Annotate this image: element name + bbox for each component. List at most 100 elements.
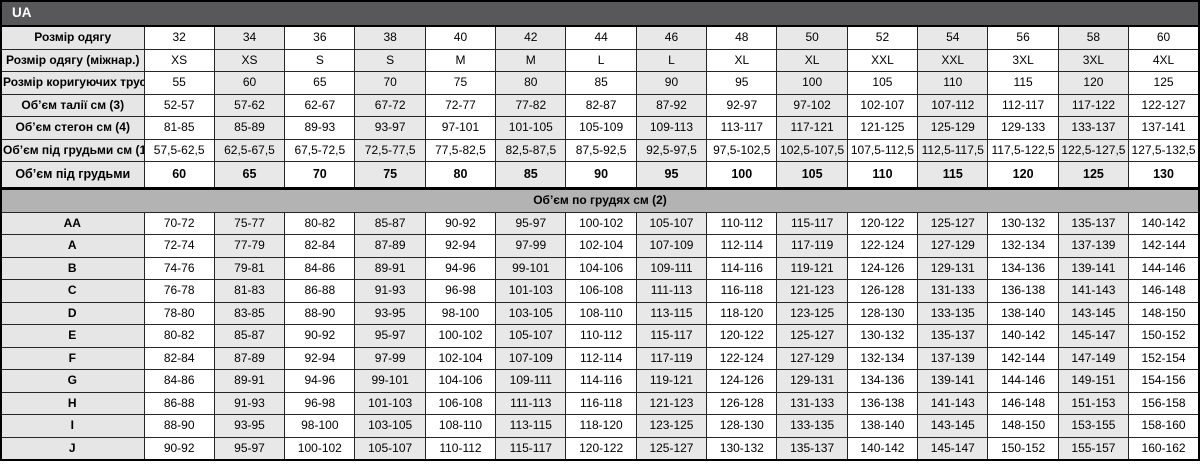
table-cell: 105-107 [495, 324, 567, 348]
table-cell: 100 [776, 71, 848, 95]
table-cell: 82-84 [284, 234, 356, 258]
table-cell: 52-57 [143, 93, 215, 117]
table-cell: 117-119 [776, 234, 848, 258]
table-cell: 100-102 [284, 436, 356, 461]
table-cell: 146-148 [1128, 279, 1200, 303]
table-cell: 151-153 [1057, 391, 1130, 415]
row-label: F [0, 346, 145, 370]
table-cell: 89-91 [354, 256, 426, 280]
table-cell: 113-115 [495, 414, 567, 438]
table-cell: 89-91 [213, 369, 286, 393]
table-cell: 120-122 [706, 324, 778, 348]
size-info-rows: Розмір одягу 32 34 36 38 40 42 44 46 48 50 52 54 56 58… [0, 25, 1200, 190]
table-cell: 75 [354, 161, 426, 190]
table-cell: 95-97 [213, 436, 286, 461]
table-cell: 118-120 [565, 414, 637, 438]
table-cell: 133-135 [917, 301, 989, 325]
table-cell: 105-107 [354, 436, 426, 461]
table-cell: 121-123 [776, 279, 848, 303]
table-cell: 144-146 [1128, 256, 1200, 280]
table-cell: 56 [987, 25, 1059, 50]
table-cell: 152-154 [1128, 346, 1200, 370]
row-label: J [0, 436, 145, 461]
table-cell: 116-118 [565, 391, 637, 415]
table-cell: 74-76 [143, 256, 215, 280]
table-cell: 32 [143, 25, 215, 50]
table-cell: 115-117 [495, 436, 567, 461]
table-cell: 141-143 [1057, 279, 1130, 303]
table-cell: 91-93 [354, 279, 426, 303]
table-cell: 143-145 [917, 414, 989, 438]
table-cell: 124-126 [846, 256, 919, 280]
row-label: E [0, 324, 145, 348]
table-cell: 137-141 [1128, 116, 1200, 140]
table-cell: 87-89 [354, 234, 426, 258]
table-cell: 109-111 [495, 369, 567, 393]
table-row: I 88-90 93-95 98-100 103-105 108-110 113-115 11… [0, 414, 1200, 438]
table-cell: 93-95 [213, 414, 286, 438]
table-cell: 85 [495, 161, 567, 190]
table-cell: 86-88 [284, 279, 356, 303]
table-cell: 113-115 [635, 301, 708, 325]
table-cell: 70 [354, 71, 426, 95]
table-cell: 85-89 [213, 116, 286, 140]
table-cell: 93-97 [354, 116, 426, 140]
table-cell: 110-112 [424, 436, 497, 461]
table-cell: 127-129 [776, 346, 848, 370]
table-cell: 108-110 [424, 414, 497, 438]
table-cell: 57,5-62,5 [143, 138, 215, 162]
table-cell: 133-135 [776, 414, 848, 438]
table-cell: 107,5-112,5 [846, 138, 919, 162]
table-cell: 107-109 [495, 346, 567, 370]
table-cell: 138-140 [846, 414, 919, 438]
table-cell: 119-121 [635, 369, 708, 393]
table-cell: 112-114 [706, 234, 778, 258]
table-cell: 85 [565, 71, 637, 95]
cup-size-rows: AA 70-72 75-77 80-82 85-87 90-92 95-97 100-102 1… [0, 211, 1200, 461]
table-row: AA 70-72 75-77 80-82 85-87 90-92 95-97 100-102 1… [0, 211, 1200, 235]
table-cell: 82-84 [143, 346, 215, 370]
table-cell: 94-96 [424, 256, 497, 280]
row-label: Об’єм талії см (3) [0, 93, 145, 117]
table-cell: 77-79 [213, 234, 286, 258]
table-cell: 122-127 [1128, 93, 1200, 117]
table-cell: 120 [1057, 71, 1130, 95]
table-cell: 97-102 [776, 93, 848, 117]
row-label: I [0, 414, 145, 438]
table-cell: 106-108 [565, 279, 637, 303]
table-cell: 140-142 [987, 324, 1059, 348]
table-cell: 94-96 [284, 369, 356, 393]
table-cell: 83-85 [213, 301, 286, 325]
table-cell: 72,5-77,5 [354, 138, 426, 162]
row-label: G [0, 369, 145, 393]
table-row: Розмір одягу 32 34 36 38 40 42 44 46 48 50 52 54 56 58… [0, 25, 1200, 50]
table-cell: 102,5-107,5 [776, 138, 848, 162]
table-cell: 77-82 [495, 93, 567, 117]
table-cell: 82,5-87,5 [495, 138, 567, 162]
table-cell: L [565, 48, 637, 72]
table-cell: 127-129 [917, 234, 989, 258]
table-cell: S [354, 48, 426, 72]
table-row: Об’єм стегон см (4) 81-85 85-89 89-93 93-97 9… [0, 116, 1200, 140]
table-cell: 60 [213, 71, 286, 95]
table-cell: 80-82 [284, 211, 356, 235]
table-cell: 79-81 [213, 256, 286, 280]
table-cell: 36 [284, 25, 356, 50]
table-cell: 156-158 [1128, 391, 1200, 415]
table-cell: 110-112 [565, 324, 637, 348]
table-cell: 102-107 [846, 93, 919, 117]
table-cell: 111-113 [495, 391, 567, 415]
table-cell: 87-92 [635, 93, 708, 117]
table-cell: 95 [706, 71, 778, 95]
table-cell: 120-122 [565, 436, 637, 461]
table-cell: 121-123 [635, 391, 708, 415]
table-cell: 72-74 [143, 234, 215, 258]
row-label: Розмір одягу (міжнар.) [0, 48, 145, 72]
table-cell: 72-77 [424, 93, 497, 117]
table-cell: 3XL [987, 48, 1059, 72]
table-cell: 129-131 [917, 256, 989, 280]
table-cell: XL [776, 48, 848, 72]
table-cell: 105 [846, 71, 919, 95]
table-cell: 150-152 [987, 436, 1059, 461]
